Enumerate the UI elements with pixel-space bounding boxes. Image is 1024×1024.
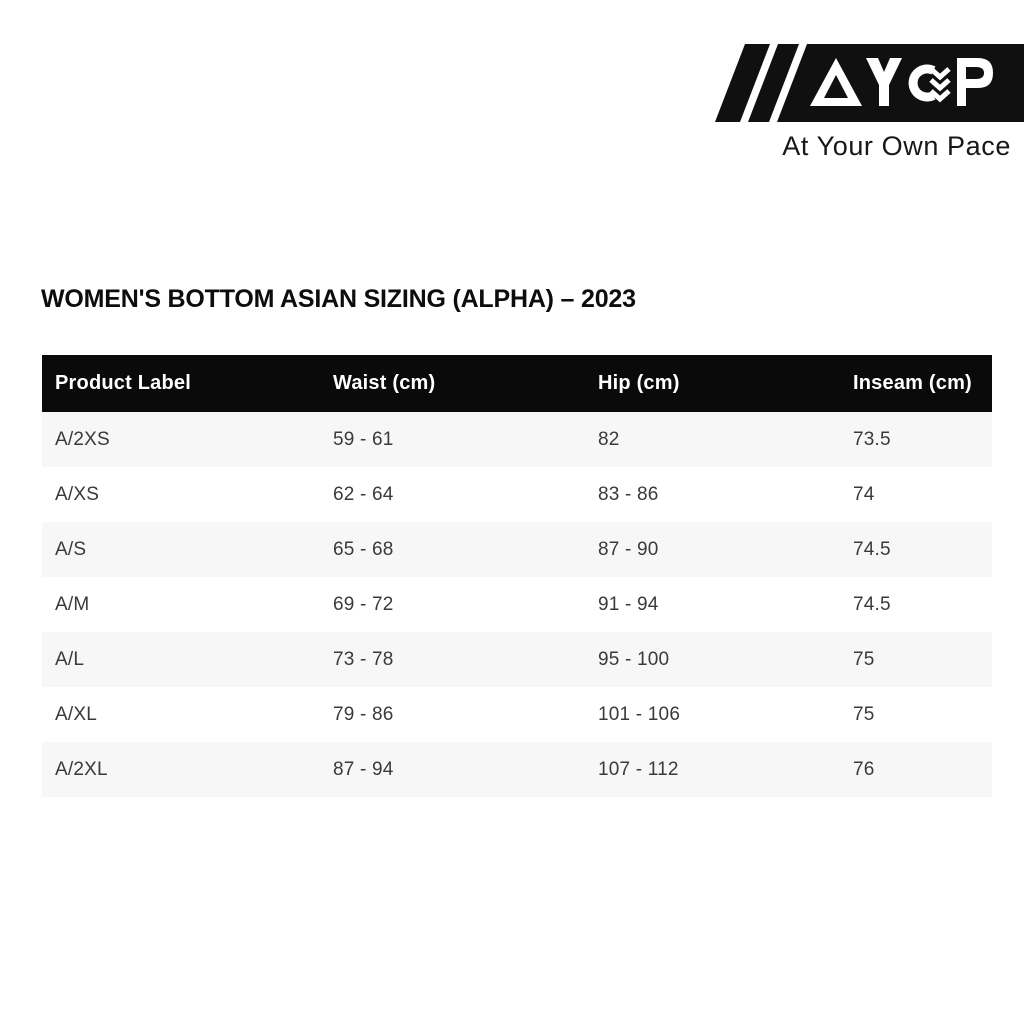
table-cell: 75	[853, 648, 875, 670]
logo-letter-p	[957, 58, 993, 106]
column-header: Hip (cm)	[585, 355, 840, 412]
table-cell: A/2XS	[55, 428, 110, 450]
table-cell: 95 - 100	[598, 648, 670, 670]
table-row: A/XS 62 - 64 83 - 86 74	[42, 467, 992, 522]
table-row: A/2XS 59 - 61 82 73.5	[42, 412, 992, 467]
logo-letter-y	[866, 58, 902, 106]
table-cell: 69 - 72	[333, 593, 394, 615]
table-cell: A/2XL	[55, 758, 108, 780]
table-cell: 62 - 64	[333, 483, 394, 505]
table-header-row: Product Label Waist (cm) Hip (cm) Inseam (c…	[42, 355, 992, 412]
page-title: WOMEN'S BOTTOM ASIAN SIZING (ALPHA) – 20…	[41, 285, 636, 313]
table-cell: A/L	[55, 648, 85, 670]
table-cell: A/S	[55, 538, 87, 560]
table-cell: 75	[853, 703, 875, 725]
table-cell: 107 - 112	[598, 758, 679, 780]
table-cell: 91 - 94	[598, 593, 659, 615]
logo-chevrons-icon	[929, 67, 951, 103]
brand-logo	[712, 44, 1024, 122]
table-cell: 101 - 106	[598, 703, 681, 725]
table-cell: 74	[853, 483, 875, 505]
table-cell: A/M	[55, 593, 90, 615]
logo-letter-o	[908, 64, 936, 102]
table-row: A/M 69 - 72 91 - 94 74.5	[42, 577, 992, 632]
logo-stripe-1	[715, 44, 770, 122]
table-cell: 73.5	[853, 428, 891, 450]
table-cell: A/XS	[55, 483, 100, 505]
table-cell: 87 - 90	[598, 538, 659, 560]
table-row: A/L 73 - 78 95 - 100 75	[42, 632, 992, 687]
table-cell: 74.5	[853, 593, 891, 615]
table-cell: 73 - 78	[333, 648, 394, 670]
table-header: Product Label Waist (cm) Hip (cm) Inseam (c…	[42, 355, 992, 412]
table-cell: A/XL	[55, 703, 97, 725]
logo-stripe-2	[748, 44, 799, 122]
table-row: A/2XL 87 - 94 107 - 112 76	[42, 742, 992, 797]
table-cell: 76	[853, 758, 875, 780]
logo-letter-a	[810, 58, 862, 106]
sizing-table: Product Label Waist (cm) Hip (cm) Inseam (c…	[42, 355, 992, 797]
table-cell: 83 - 86	[598, 483, 659, 505]
column-header: Waist (cm)	[320, 355, 585, 412]
column-header: Product Label	[42, 355, 320, 412]
table-cell: 59 - 61	[333, 428, 394, 450]
brand-tagline: At Your Own Pace	[782, 131, 1011, 161]
table-row: A/XL 79 - 86 101 - 106 75	[42, 687, 992, 742]
table-cell: 79 - 86	[333, 703, 394, 725]
table-row: A/S 65 - 68 87 - 90 74.5	[42, 522, 992, 577]
table-cell: 87 - 94	[333, 758, 394, 780]
table-body: A/2XS 59 - 61 82 73.5 A/XS 62 - 64 83 - 86 74 A/…	[42, 412, 992, 797]
table-cell: 82	[598, 428, 620, 450]
table-cell: 65 - 68	[333, 538, 394, 560]
column-header: Inseam (cm)	[840, 355, 992, 412]
table-cell: 74.5	[853, 538, 891, 560]
aycp-logo-icon	[715, 44, 1024, 122]
